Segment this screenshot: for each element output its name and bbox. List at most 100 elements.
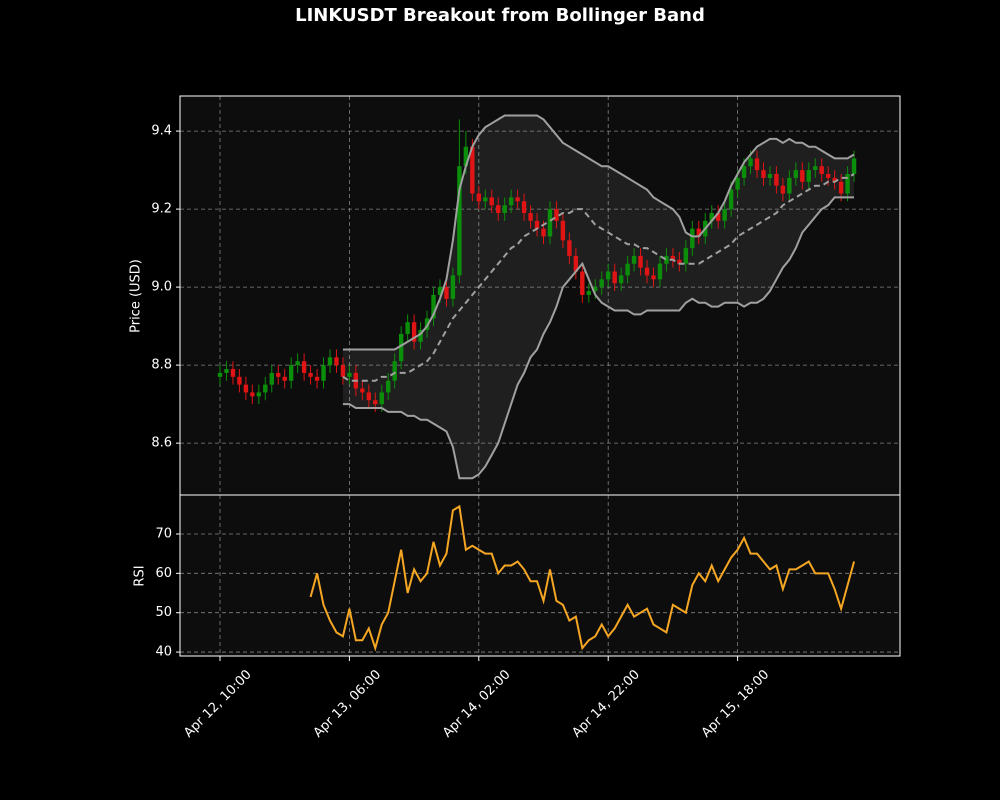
rsi-line	[309, 504, 856, 652]
candle-body	[282, 376, 287, 381]
candle-body	[217, 372, 223, 377]
candle-body	[476, 193, 481, 202]
candle-body	[625, 263, 630, 276]
candle-body	[819, 166, 824, 175]
y-axis-label: Price (USD)	[129, 259, 144, 333]
candle-body	[651, 275, 656, 280]
candle-body	[825, 174, 831, 178]
candle-body	[528, 213, 533, 221]
middle-band	[342, 173, 855, 382]
candle-body	[774, 174, 779, 186]
candle-body	[502, 205, 507, 214]
upper-band	[342, 114, 855, 351]
candle-body	[314, 376, 320, 381]
candle-body	[230, 369, 236, 377]
candle-body	[735, 177, 740, 190]
candle-body	[767, 174, 773, 178]
candle-body	[457, 166, 462, 276]
y-tick-label: 70	[155, 526, 172, 541]
candle-body	[243, 384, 249, 393]
candle-body	[631, 255, 637, 264]
candle-body	[398, 333, 404, 362]
candle-body	[838, 181, 844, 194]
plot-background	[180, 495, 900, 656]
candle-body	[554, 209, 559, 221]
candle-body	[431, 294, 436, 319]
candle-body	[670, 255, 676, 260]
candle-body	[496, 205, 501, 214]
candle-body	[586, 291, 591, 295]
chart-title: LINKUSDT Breakout from Bollinger Band	[295, 5, 705, 26]
y-tick-label: 50	[155, 605, 172, 620]
candle-body	[618, 275, 624, 284]
candle-body	[761, 170, 766, 178]
candle-body	[709, 213, 714, 221]
candle-body	[450, 275, 456, 299]
candle-body	[560, 220, 566, 241]
y-tick-label: 9.0	[151, 280, 172, 295]
candle-body	[418, 330, 423, 342]
candle-body	[276, 372, 281, 377]
candle-body	[722, 209, 727, 221]
candle-body	[360, 388, 365, 393]
candle-body	[392, 361, 397, 381]
y-tick-label: 8.6	[151, 436, 172, 451]
candle-body	[573, 255, 579, 272]
y-tick-label: 8.8	[151, 358, 172, 373]
candle-body	[644, 267, 650, 276]
y-tick-label: 40	[155, 645, 172, 660]
candle-body	[657, 263, 663, 280]
plot-background	[180, 96, 900, 495]
candle-body	[813, 166, 818, 171]
candle-body	[664, 255, 669, 264]
candle-body	[593, 287, 598, 292]
candle-body	[340, 365, 346, 377]
candle-body	[845, 174, 850, 194]
candle-body	[567, 240, 572, 256]
lower-band	[342, 196, 855, 480]
candle-body	[780, 185, 786, 194]
candle-body	[800, 170, 805, 182]
candle-body	[741, 166, 747, 178]
candle-body	[463, 146, 469, 167]
candle-body	[696, 228, 701, 237]
candle-body	[683, 248, 689, 264]
candle-body	[599, 279, 604, 288]
candle-body	[308, 372, 313, 377]
candle-body	[715, 213, 721, 221]
candle-body	[334, 357, 339, 366]
candle-body	[386, 380, 391, 393]
candle-body	[638, 255, 643, 268]
candle-body	[580, 271, 585, 295]
candle-body	[437, 287, 443, 295]
candle-body	[347, 372, 352, 377]
candle-body	[295, 361, 300, 366]
band-fill	[342, 115, 855, 479]
candle-body	[263, 384, 268, 393]
y-axis-label: RSI	[133, 565, 148, 586]
candle-body	[470, 146, 475, 194]
y-tick-label: 9.2	[151, 202, 172, 217]
candle-body	[373, 400, 378, 405]
candle-body	[405, 322, 410, 334]
plot-frame	[179, 494, 901, 657]
candle-body	[411, 322, 417, 342]
candle-body	[534, 220, 540, 229]
candle-body	[832, 177, 837, 182]
y-tick-label: 9.4	[151, 124, 172, 139]
candle-body	[237, 376, 242, 385]
candle-body	[612, 271, 617, 284]
candle-body	[301, 361, 307, 373]
candle-body	[754, 158, 760, 171]
candle-body	[728, 189, 734, 210]
candle-body	[806, 170, 811, 182]
candle-body	[288, 365, 294, 381]
candle-body	[515, 197, 520, 202]
candle-body	[250, 392, 255, 397]
candle-body	[224, 369, 229, 373]
candle-body	[379, 392, 384, 405]
candle-body	[366, 392, 372, 401]
candle-body	[483, 197, 488, 202]
candle-body	[541, 228, 546, 237]
